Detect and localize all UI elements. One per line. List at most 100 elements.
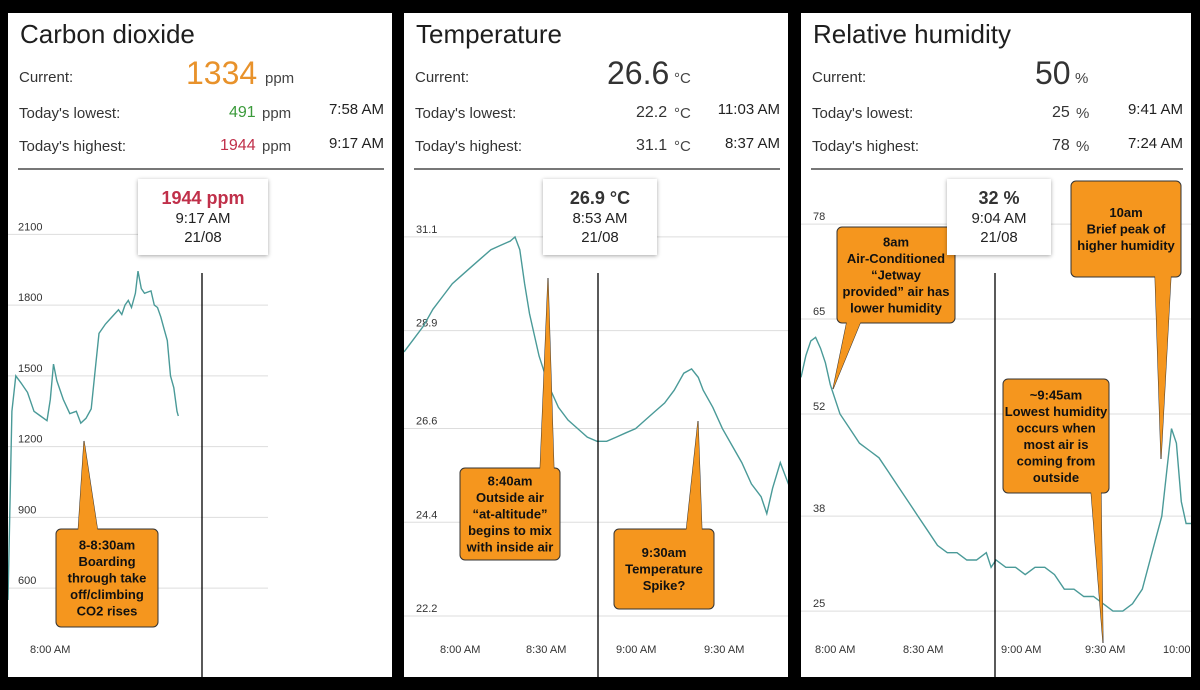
y-tick-label: 65 [813, 306, 825, 318]
callout-box [836, 226, 956, 324]
callout-text: 8:40am [488, 474, 533, 489]
callout-box [613, 528, 715, 610]
humidity-line-chart[interactable]: 25 38 52 65 78 8:00 AM 8:30 AM 9:00 AM 9:30 AM 10… [801, 173, 1191, 677]
callout-text: ~9:45am [1030, 387, 1082, 402]
x-tick-label: 8:00 AM [440, 644, 480, 656]
series-line [801, 336, 1191, 612]
highest-label: Today's highest: [415, 138, 523, 155]
x-tick-label: 10:00 [1163, 644, 1191, 656]
callout-box [1002, 378, 1110, 494]
y-tick-label: 22.2 [416, 603, 437, 615]
highest-value: 1944 [220, 137, 256, 154]
tooltip-time: 9:17 AM [175, 210, 231, 227]
panel-title: Temperature [416, 19, 562, 49]
divider [414, 168, 780, 170]
y-tick-label: 26.6 [416, 416, 437, 428]
callout-text: Brief peak of [1087, 222, 1166, 237]
y-tick-label: 600 [18, 575, 36, 587]
callout-text: lower humidity [850, 301, 943, 316]
temperature-panel: Temperature Current: 26.6 °C Today's low… [404, 13, 788, 677]
temperature-line-chart[interactable]: 22.2 24.4 26.6 28.9 31.1 8:00 AM 8:30 AM 9:00 A… [404, 173, 788, 677]
highest-time: 9:17 AM [328, 135, 384, 152]
lowest-time: 7:58 AM [328, 101, 384, 118]
x-tick-label: 8:30 AM [903, 644, 943, 656]
panel-title: Carbon dioxide [20, 19, 195, 49]
y-tick-label: 1200 [18, 434, 42, 446]
lowest-unit: ppm [262, 105, 292, 122]
tooltip-date: 21/08 [184, 229, 222, 246]
current-unit: °C [674, 70, 691, 87]
lowest-time: 11:03 AM [717, 101, 780, 118]
y-tick-label: 25 [813, 598, 825, 610]
x-tick-label: 8:30 AM [526, 644, 566, 656]
y-tick-label: 78 [813, 211, 825, 223]
lowest-value: 25 [1052, 104, 1070, 121]
callout-text: Boarding [78, 554, 135, 569]
lowest-label: Today's lowest: [415, 105, 517, 122]
x-tick-label: 9:00 AM [616, 644, 656, 656]
callout-text: “Jetway [871, 268, 922, 283]
x-tick-label: 9:30 AM [704, 644, 744, 656]
lowest-label: Today's lowest: [812, 105, 914, 122]
lowest-value: 22.2 [636, 104, 668, 121]
callout-text: occurs when [1016, 420, 1096, 435]
current-label: Current: [19, 69, 74, 86]
tooltip-time: 9:04 AM [971, 210, 1027, 227]
callout-text: with inside air [466, 540, 554, 555]
x-tick-label: 8:00 AM [30, 644, 70, 656]
callout-text: Air-Conditioned [847, 251, 945, 266]
tooltip-value: 26.9 °C [569, 188, 631, 208]
callout-text: through take [68, 571, 147, 586]
highest-value: 78 [1052, 137, 1070, 154]
lowest-unit: % [1076, 105, 1090, 122]
y-tick-label: 1800 [18, 292, 42, 304]
highest-label: Today's highest: [812, 138, 920, 155]
highest-unit: % [1076, 138, 1090, 155]
callout-text: most air is [1023, 437, 1088, 452]
callout-box [459, 467, 561, 561]
callout-box [55, 528, 159, 628]
divider [811, 168, 1183, 170]
callout-text: 8am [883, 235, 909, 250]
panel-title: Relative humidity [813, 19, 1011, 49]
callout-pointer-fill [78, 441, 98, 533]
highest-unit: °C [674, 138, 691, 155]
lowest-label: Today's lowest: [19, 105, 121, 122]
divider [18, 168, 384, 170]
callout-text: outside [1033, 470, 1079, 485]
current-unit: ppm [265, 70, 295, 87]
current-unit: % [1075, 70, 1089, 87]
callout-text: 8-8:30am [79, 538, 135, 553]
chart-tooltip: 32 % 9:04 AM 21/08 [947, 179, 1051, 255]
y-tick-label: 52 [813, 401, 825, 413]
current-value: 1334 [186, 55, 258, 91]
tooltip-value: 32 % [978, 188, 1020, 208]
callout-text: Lowest humidity [1005, 404, 1108, 419]
current-value: 50 [1035, 55, 1071, 91]
y-tick-label: 1500 [18, 363, 42, 375]
callout-text: “at-altitude” [472, 507, 547, 522]
y-tick-label: 31.1 [416, 224, 437, 236]
highest-value: 31.1 [636, 137, 668, 154]
callout-pointer-fill [833, 321, 861, 389]
y-tick-label: 24.4 [416, 509, 437, 521]
chart-tooltip: 1944 ppm 9:17 AM 21/08 [138, 179, 268, 255]
chart-tooltip: 26.9 °C 8:53 AM 21/08 [543, 179, 657, 255]
co2-panel: Carbon dioxide Current: 1334 ppm Today's… [8, 13, 392, 677]
y-tick-label: 38 [813, 503, 825, 515]
callout-text: 10am [1109, 205, 1142, 220]
callout-text: Spike? [643, 578, 686, 593]
tooltip-date: 21/08 [581, 229, 619, 246]
series-line [8, 270, 179, 601]
callout-text: CO2 rises [77, 604, 138, 619]
callout-pointer-fill [1155, 275, 1171, 459]
y-tick-label: 28.9 [416, 318, 437, 330]
highest-time: 7:24 AM [1127, 135, 1183, 152]
callout-text: Outside air [476, 490, 544, 505]
y-tick-label: 900 [18, 504, 36, 516]
callout-pointer-fill [686, 421, 702, 533]
y-tick-label: 2100 [18, 221, 42, 233]
tooltip-date: 21/08 [980, 229, 1018, 246]
series-line [404, 235, 788, 517]
callout-pointer-fill [1091, 491, 1103, 643]
